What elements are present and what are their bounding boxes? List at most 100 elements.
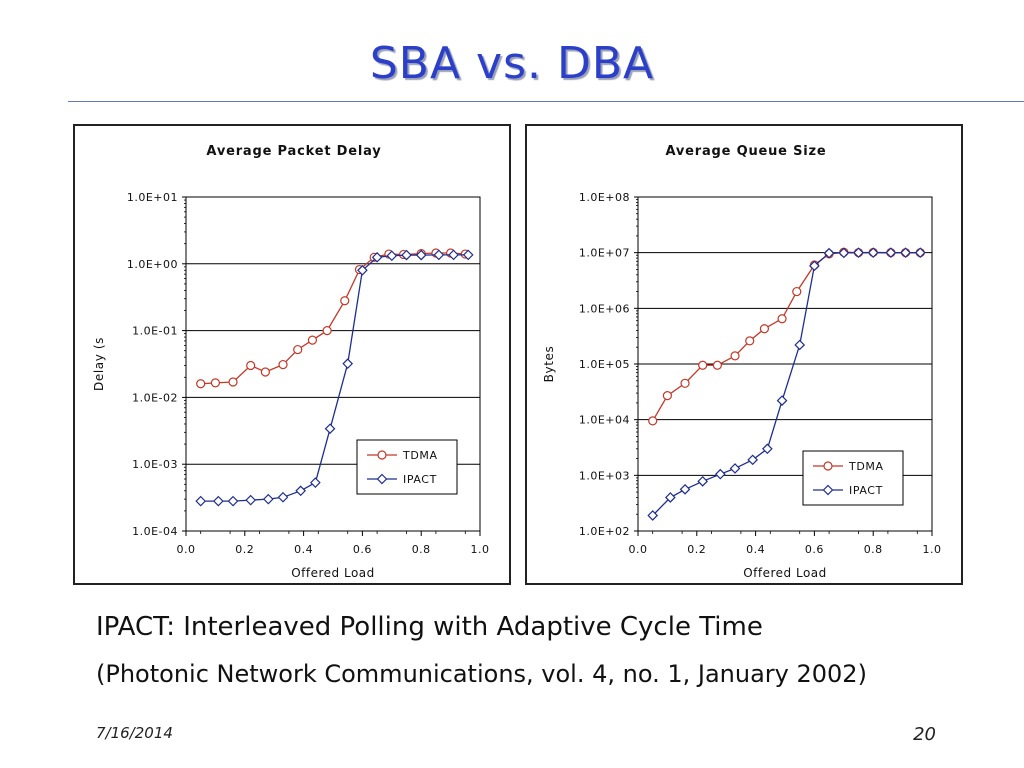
queue-y-tick-label: 1.0E+08	[579, 191, 630, 204]
delay-point-ipact	[462, 249, 474, 261]
queue-y-tick-label: 1.0E+03	[579, 469, 630, 482]
delay-point-ipact	[245, 494, 257, 506]
delay-chart: Average Packet Delay 1.0E-04 1.0E-03 1.0E-0…	[92, 144, 490, 580]
slide-title: SBA vs. DBA	[369, 38, 655, 89]
delay-y-tick-label: 1.0E-04	[132, 525, 178, 538]
queue-y-tick-label: 1.0E+04	[579, 414, 630, 427]
delay-point-ipact	[295, 485, 307, 497]
delay-point-ipact	[324, 423, 336, 435]
queue-x-tick-label: 0.6	[805, 543, 824, 556]
delay-point-ipact	[415, 249, 427, 261]
delay-point-ipact	[227, 495, 239, 507]
queue-legend-label-ipact: IPACT	[849, 484, 883, 497]
delay-legend-marker-tdma	[377, 450, 387, 460]
queue-legend	[802, 450, 904, 506]
queue-point-tdma	[662, 391, 672, 401]
delay-y-tick-label: 1.0E-01	[132, 325, 178, 338]
queue-point-tdma	[680, 378, 690, 388]
queue-x-axis-label: Offered Load	[743, 566, 827, 580]
delay-y-tick-label: 1.0E+00	[127, 258, 178, 271]
delay-point-tdma	[293, 344, 303, 355]
queue-x-tick-label: 0.2	[687, 543, 706, 556]
queue-y-tick-label: 1.0E+07	[579, 247, 630, 260]
queue-legend-marker-tdma	[823, 461, 833, 471]
slide-page-number: 20	[913, 724, 936, 745]
delay-plot-area	[185, 196, 481, 532]
delay-point-ipact	[448, 249, 459, 261]
queue-point-ipact	[823, 247, 835, 259]
delay-x-tick-label: 0.2	[235, 543, 254, 556]
delay-point-tdma	[340, 296, 350, 306]
queue-y-tick-label: 1.0E+06	[579, 302, 630, 315]
delay-y-tick-label: 1.0E-03	[132, 458, 178, 471]
queue-chart-title: Average Queue Size	[665, 144, 826, 159]
delay-point-tdma	[210, 378, 220, 388]
queue-point-tdma	[759, 324, 770, 334]
queue-plot-area	[637, 196, 933, 532]
queue-chart: Average Queue Size 1.0E+02 1.0E+03 1.0E+04 1…	[542, 144, 942, 580]
delay-point-ipact	[401, 249, 412, 261]
delay-x-tick-label: 0.6	[353, 543, 372, 556]
delay-point-ipact	[371, 251, 383, 263]
queue-x-tick-label: 0.8	[864, 543, 883, 556]
queue-y-tick-label: 1.0E+02	[579, 525, 630, 538]
delay-point-tdma	[322, 326, 332, 336]
delay-point-ipact	[277, 491, 289, 503]
delay-point-tdma	[228, 377, 238, 387]
queue-point-ipact	[747, 454, 759, 466]
delay-point-tdma	[246, 360, 256, 371]
delay-point-ipact	[310, 477, 321, 488]
delay-x-tick-label: 0.4	[294, 543, 313, 556]
queue-x-tick-label: 1.0	[923, 543, 942, 556]
delay-point-ipact	[433, 249, 445, 261]
queue-point-ipact	[762, 443, 773, 455]
chart-panel-queue: Average Queue Size 1.0E+02 1.0E+03 1.0E+04 1…	[525, 124, 963, 585]
delay-x-tick-label: 0.8	[412, 543, 431, 556]
queue-point-ipact	[885, 247, 897, 259]
delay-legend-label-ipact: IPACT	[403, 473, 437, 486]
queue-point-tdma	[777, 314, 787, 324]
queue-point-tdma	[792, 286, 802, 297]
delay-point-ipact	[342, 358, 354, 370]
queue-point-ipact	[914, 247, 926, 259]
queue-legend-marker-ipact	[822, 484, 834, 496]
delay-y-axis-label: Delay (s	[92, 337, 106, 391]
delay-x-tick-label: 0.0	[177, 543, 196, 556]
caption-title: IPACT: Interleaved Polling with Adaptive…	[96, 612, 763, 642]
delay-point-ipact	[212, 495, 224, 507]
caption-reference: (Photonic Network Communications, vol. 4…	[96, 660, 867, 688]
queue-series-line-tdma	[652, 251, 921, 422]
queue-point-ipact	[867, 247, 879, 259]
queue-point-tdma	[648, 416, 658, 426]
delay-legend	[356, 439, 458, 495]
queue-point-tdma	[730, 351, 740, 361]
queue-point-ipact	[794, 339, 806, 351]
delay-y-tick-label: 1.0E+01	[127, 191, 178, 204]
queue-point-ipact	[853, 247, 864, 259]
delay-point-tdma	[196, 379, 206, 389]
delay-point-ipact	[386, 250, 398, 262]
delay-y-tick-label: 1.0E-02	[132, 391, 178, 404]
queue-y-tick-label: 1.0E+05	[579, 358, 630, 371]
queue-point-tdma	[698, 360, 708, 370]
queue-point-ipact	[776, 395, 788, 406]
queue-point-tdma	[712, 360, 722, 370]
delay-x-tick-label: 1.0	[471, 543, 490, 556]
delay-chart-title: Average Packet Delay	[206, 144, 381, 159]
delay-point-tdma	[260, 367, 270, 377]
queue-x-tick-label: 0.4	[746, 543, 765, 556]
queue-x-tick-label: 0.0	[629, 543, 648, 556]
delay-point-ipact	[262, 493, 274, 505]
title-divider	[68, 101, 1024, 102]
chart-panel-delay: Average Packet Delay 1.0E-04 1.0E-03 1.0E-0…	[73, 124, 511, 585]
delay-point-tdma	[278, 359, 288, 370]
queue-point-ipact	[664, 492, 676, 503]
delay-point-ipact	[357, 264, 368, 276]
delay-series-line-tdma	[200, 252, 466, 385]
queue-point-ipact	[647, 510, 659, 521]
queue-point-ipact	[809, 260, 820, 272]
queue-point-ipact	[697, 475, 709, 487]
queue-legend-label-tdma: TDMA	[848, 460, 884, 473]
delay-legend-label-tdma: TDMA	[402, 449, 438, 462]
delay-x-axis-label: Offered Load	[291, 566, 375, 580]
